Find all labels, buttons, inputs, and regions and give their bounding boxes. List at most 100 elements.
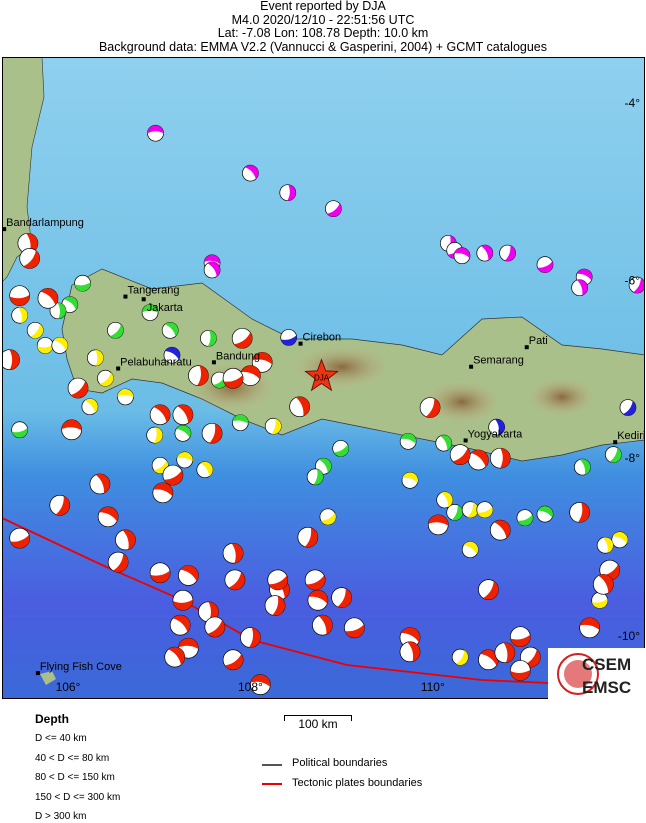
focal-mechanism-beachball[interactable] bbox=[49, 494, 71, 516]
focal-mechanism-beachball[interactable] bbox=[178, 565, 199, 586]
focal-mechanism-beachball[interactable] bbox=[107, 551, 129, 573]
focal-mechanism-beachball[interactable] bbox=[240, 365, 261, 386]
focal-mechanism-beachball[interactable] bbox=[204, 616, 226, 638]
focal-mechanism-beachball[interactable] bbox=[49, 302, 67, 320]
focal-mechanism-beachball[interactable] bbox=[232, 414, 249, 432]
focal-mechanism-beachball[interactable] bbox=[201, 422, 223, 444]
focal-mechanism-beachball[interactable] bbox=[427, 514, 449, 536]
focal-mechanism-beachball[interactable] bbox=[169, 614, 191, 636]
focal-mechanism-beachball[interactable] bbox=[149, 404, 171, 426]
focal-mechanism-beachball[interactable] bbox=[461, 501, 479, 519]
focal-mechanism-beachball[interactable] bbox=[569, 502, 590, 523]
focal-mechanism-beachball[interactable] bbox=[325, 200, 342, 218]
focal-mechanism-beachball[interactable] bbox=[163, 346, 181, 364]
focal-mechanism-beachball[interactable] bbox=[279, 184, 297, 202]
focal-mechanism-beachball[interactable] bbox=[188, 365, 209, 386]
focal-mechanism-beachball[interactable] bbox=[591, 591, 609, 609]
focal-mechanism-beachball[interactable] bbox=[17, 232, 39, 254]
focal-mechanism-beachball[interactable] bbox=[37, 288, 59, 309]
focal-mechanism-beachball[interactable] bbox=[571, 279, 588, 297]
focal-mechanism-beachball[interactable] bbox=[141, 304, 159, 321]
focal-mechanism-beachball[interactable] bbox=[97, 506, 119, 528]
focal-mechanism-beachball[interactable] bbox=[476, 244, 494, 262]
focal-mechanism-beachball[interactable] bbox=[89, 473, 111, 495]
focal-mechanism-beachball[interactable] bbox=[605, 446, 622, 463]
focal-mechanism-beachball[interactable] bbox=[36, 337, 54, 354]
focal-mechanism-beachball[interactable] bbox=[115, 529, 136, 551]
focal-mechanism-beachball[interactable] bbox=[312, 614, 333, 636]
focal-mechanism-beachball[interactable] bbox=[628, 276, 645, 294]
focal-mechanism-beachball[interactable] bbox=[172, 589, 194, 611]
focal-mechanism-beachball[interactable] bbox=[164, 646, 186, 668]
focal-mechanism-beachball[interactable] bbox=[399, 432, 417, 450]
focal-mechanism-beachball[interactable] bbox=[26, 321, 44, 339]
focal-mechanism-beachball[interactable] bbox=[478, 579, 499, 600]
focal-mechanism-beachball[interactable] bbox=[494, 642, 516, 664]
focal-mechanism-beachball[interactable] bbox=[2, 349, 20, 370]
focal-mechanism-beachball[interactable] bbox=[488, 418, 505, 436]
focal-mechanism-beachball[interactable] bbox=[97, 369, 114, 387]
focal-mechanism-beachball[interactable] bbox=[289, 396, 310, 418]
focal-mechanism-beachball[interactable] bbox=[510, 626, 531, 648]
focal-mechanism-beachball[interactable] bbox=[331, 587, 352, 608]
focal-mechanism-beachball[interactable] bbox=[297, 526, 319, 548]
focal-mechanism-beachball[interactable] bbox=[222, 367, 244, 389]
focal-mechanism-beachball[interactable] bbox=[536, 256, 554, 273]
focal-mechanism-beachball[interactable] bbox=[446, 504, 464, 521]
focal-mechanism-beachball[interactable] bbox=[67, 377, 89, 399]
focal-mechanism-beachball[interactable] bbox=[307, 589, 329, 611]
focal-mechanism-beachball[interactable] bbox=[399, 641, 421, 663]
focal-mechanism-beachball[interactable] bbox=[435, 434, 453, 452]
focal-mechanism-beachball[interactable] bbox=[11, 306, 29, 324]
focal-mechanism-beachball[interactable] bbox=[264, 595, 286, 616]
focal-mechanism-beachball[interactable] bbox=[264, 417, 282, 435]
focal-mechanism-beachball[interactable] bbox=[461, 541, 479, 559]
focal-mechanism-beachball[interactable] bbox=[611, 531, 629, 549]
focal-mechanism-beachball[interactable] bbox=[240, 627, 261, 648]
focal-mechanism-beachball[interactable] bbox=[147, 124, 164, 142]
focal-mechanism-beachball[interactable] bbox=[280, 329, 298, 346]
focal-mechanism-beachball[interactable] bbox=[224, 569, 246, 591]
focal-mechanism-beachball[interactable] bbox=[242, 164, 259, 182]
focal-mechanism-beachball[interactable] bbox=[200, 329, 217, 347]
focal-mechanism-beachball[interactable] bbox=[19, 248, 41, 269]
focal-mechanism-beachball[interactable] bbox=[489, 447, 511, 469]
focal-mechanism-beachball[interactable] bbox=[81, 398, 99, 416]
focal-mechanism-beachball[interactable] bbox=[87, 349, 104, 367]
focal-mechanism-beachball[interactable] bbox=[174, 424, 192, 442]
focal-mechanism-beachball[interactable] bbox=[306, 468, 324, 486]
focal-mechanism-beachball[interactable] bbox=[176, 451, 194, 469]
focal-mechanism-beachball[interactable] bbox=[149, 562, 171, 584]
focal-mechanism-beachball[interactable] bbox=[332, 440, 350, 457]
focal-mechanism-beachball[interactable] bbox=[574, 458, 591, 476]
focal-mechanism-beachball[interactable] bbox=[222, 542, 244, 564]
focal-mechanism-beachball[interactable] bbox=[516, 509, 534, 527]
focal-mechanism-beachball[interactable] bbox=[592, 573, 614, 595]
focal-mechanism-beachball[interactable] bbox=[151, 456, 169, 474]
focal-mechanism-beachball[interactable] bbox=[319, 508, 337, 526]
focal-mechanism-beachball[interactable] bbox=[203, 261, 221, 279]
focal-mechanism-beachball[interactable] bbox=[489, 519, 511, 541]
focal-mechanism-beachball[interactable] bbox=[499, 244, 516, 262]
focal-mechanism-beachball[interactable] bbox=[146, 426, 163, 444]
focal-mechanism-beachball[interactable] bbox=[152, 482, 174, 504]
focal-mechanism-beachball[interactable] bbox=[222, 649, 244, 671]
focal-mechanism-beachball[interactable] bbox=[476, 501, 494, 519]
focal-mechanism-beachball[interactable] bbox=[117, 388, 134, 406]
focal-mechanism-beachball[interactable] bbox=[267, 569, 289, 591]
focal-mechanism-beachball[interactable] bbox=[419, 397, 441, 418]
focal-mechanism-beachball[interactable] bbox=[107, 321, 124, 339]
focal-mechanism-beachball[interactable] bbox=[250, 674, 271, 695]
focal-mechanism-beachball[interactable] bbox=[401, 472, 419, 489]
focal-mechanism-beachball[interactable] bbox=[51, 337, 69, 354]
seismicity-map[interactable]: DJA Bandarlampung Tangerang Jakarta Cirebon… bbox=[2, 57, 645, 699]
focal-mechanism-beachball[interactable] bbox=[536, 505, 554, 523]
focal-mechanism-beachball[interactable] bbox=[9, 527, 31, 549]
focal-mechanism-beachball[interactable] bbox=[162, 464, 184, 486]
focal-mechanism-beachball[interactable] bbox=[510, 660, 531, 681]
focal-mechanism-beachball[interactable] bbox=[468, 449, 489, 471]
focal-mechanism-beachball[interactable] bbox=[449, 444, 471, 465]
focal-mechanism-beachball[interactable] bbox=[453, 247, 471, 265]
focal-mechanism-beachball[interactable] bbox=[161, 321, 179, 339]
focal-mechanism-beachball[interactable] bbox=[172, 404, 194, 426]
